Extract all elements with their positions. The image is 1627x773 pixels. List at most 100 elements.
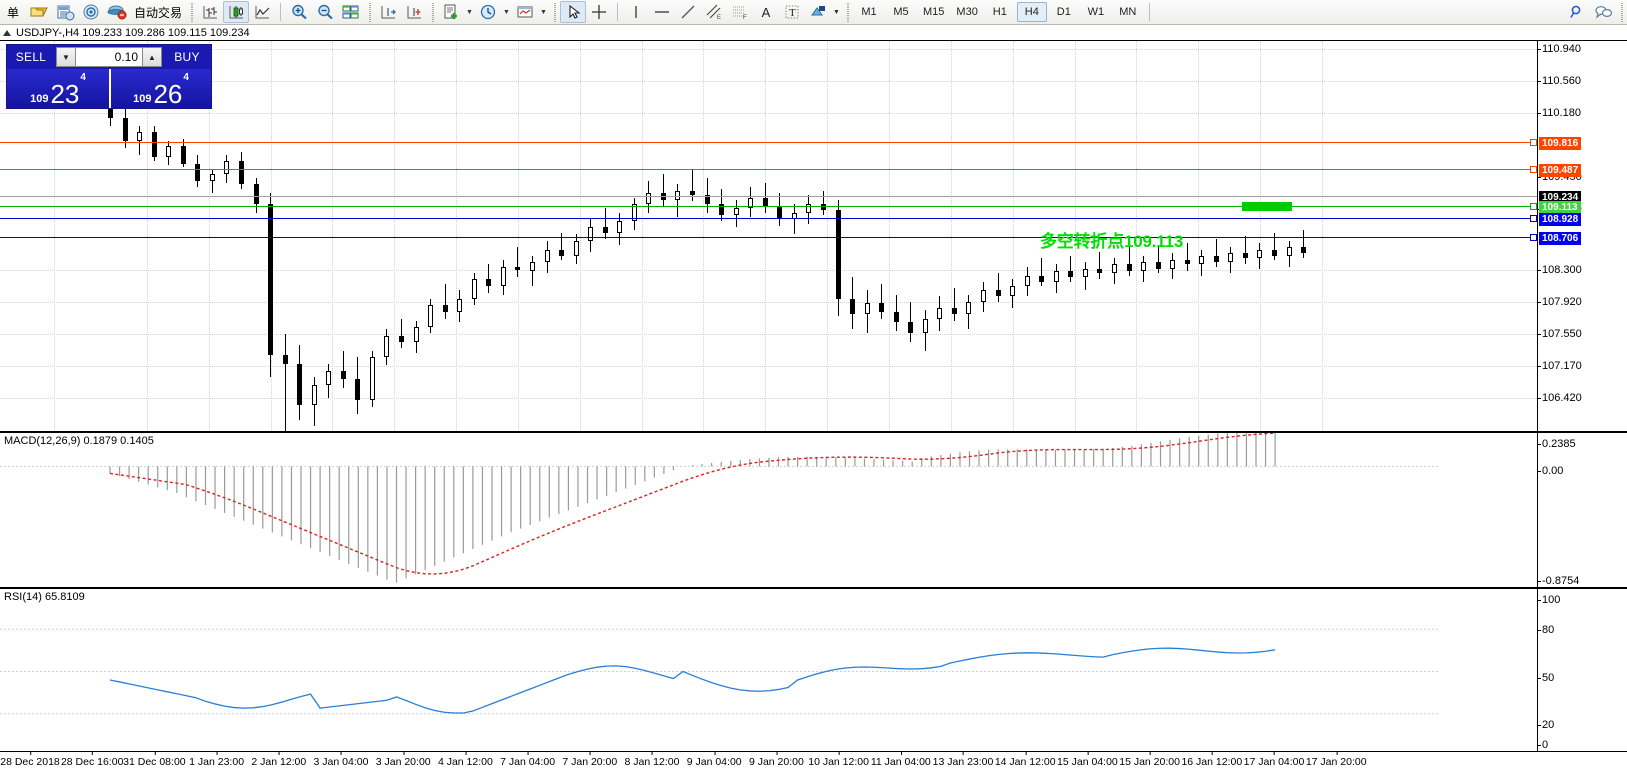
- vertical-line-icon[interactable]: [623, 1, 649, 23]
- expert-advisor-icon[interactable]: [104, 1, 130, 23]
- toolbar-separator: [1148, 3, 1150, 21]
- equidistant-channel-icon[interactable]: E: [701, 1, 727, 23]
- time-axis[interactable]: 28 Dec 2018 28 Dec 16:00 31 Dec 08:00 1 Jan…: [0, 751, 1627, 773]
- timeframe-m5[interactable]: M5: [893, 6, 909, 18]
- volume-stepper[interactable]: ▼ 0.10 ▲: [56, 47, 162, 67]
- chevron-down-icon[interactable]: ▼: [503, 8, 510, 16]
- candle-wick: [677, 184, 679, 217]
- timeframe-h1[interactable]: H1: [992, 6, 1007, 18]
- price-pane[interactable]: 多空转折点109.113 110.940 110.560 110.180 109…: [0, 41, 1627, 563]
- fibonacci-icon[interactable]: F: [727, 1, 753, 23]
- collapse-triangle-icon[interactable]: [3, 30, 11, 36]
- rsi-pane[interactable]: RSI(14) 65.8109 100 80 50 20 0: [0, 587, 1627, 752]
- axis-tick: 107.920: [1538, 296, 1582, 308]
- shapes-icon[interactable]: [805, 1, 831, 23]
- indicators-icon[interactable]: [438, 1, 464, 23]
- buy-button[interactable]: BUY: [174, 50, 200, 64]
- price-badge-support-2[interactable]: 108.706: [1539, 232, 1582, 245]
- text-label-icon[interactable]: T: [779, 1, 805, 23]
- navigator-icon[interactable]: [78, 1, 104, 23]
- line-chart-icon[interactable]: [249, 1, 275, 23]
- candlestick: [238, 41, 244, 431]
- support-line-1[interactable]: [0, 218, 1537, 219]
- one-click-trading-panel[interactable]: SELL ▼ 0.10 ▲ BUY 109 23 4 109 26 4: [6, 44, 212, 109]
- current-price-line: [0, 196, 1537, 197]
- volume-increase-button[interactable]: ▲: [142, 47, 162, 67]
- bar-chart-icon[interactable]: [197, 1, 223, 23]
- tile-windows-icon[interactable]: [338, 1, 364, 23]
- folder-icon[interactable]: [26, 1, 52, 23]
- support-line-2[interactable]: [0, 237, 1537, 238]
- resistance-line-2[interactable]: [0, 169, 1537, 170]
- timeframe-h4[interactable]: H4: [1016, 2, 1047, 22]
- buy-price-prefix: 109: [133, 93, 152, 105]
- candle-wick: [1041, 258, 1043, 287]
- periods-icon[interactable]: [475, 1, 501, 23]
- candlestick: [966, 41, 972, 431]
- candle-body: [806, 204, 812, 213]
- sell-button[interactable]: SELL: [15, 50, 47, 64]
- candle-body: [500, 267, 506, 287]
- chart-shift-icon[interactable]: [401, 1, 427, 23]
- support-line-2-handle[interactable]: [1530, 234, 1537, 241]
- pivot-annotation-marker[interactable]: [1242, 202, 1292, 211]
- support-line-1-handle[interactable]: [1530, 215, 1537, 222]
- axis-tick: 0.2385: [1538, 438, 1576, 450]
- horizontal-line-icon[interactable]: [649, 1, 675, 23]
- sell-price[interactable]: 109 23 4: [7, 69, 109, 108]
- candlestick-chart-icon[interactable]: [223, 1, 250, 23]
- trendline-icon[interactable]: [675, 1, 701, 23]
- candle-body: [1082, 268, 1088, 278]
- pivot-line[interactable]: [0, 206, 1537, 207]
- candlestick: [544, 41, 550, 431]
- cursor-icon[interactable]: [560, 1, 587, 23]
- candle-body: [573, 241, 579, 256]
- pivot-annotation[interactable]: 多空转折点109.113: [1040, 232, 1184, 251]
- candlestick: [151, 41, 157, 431]
- volume-input[interactable]: 0.10: [76, 47, 142, 67]
- candlestick: [326, 41, 332, 431]
- text-icon[interactable]: A: [753, 1, 779, 23]
- buy-price[interactable]: 109 26 4: [109, 69, 211, 108]
- macd-pane[interactable]: MACD(12,26,9) 0.1879 0.1405 0.2385 0.00 …: [0, 431, 1627, 587]
- data-window-icon[interactable]: [52, 1, 78, 23]
- zoom-in-icon[interactable]: [286, 1, 312, 23]
- volume-decrease-button[interactable]: ▼: [56, 47, 76, 67]
- timeframe-mn[interactable]: MN: [1119, 6, 1137, 18]
- search-icon[interactable]: [1564, 1, 1590, 23]
- pivot-line-handle[interactable]: [1530, 203, 1537, 210]
- resistance-line-1[interactable]: [0, 142, 1537, 143]
- new-order-glyph: 单: [6, 5, 19, 20]
- candlestick: [500, 41, 506, 431]
- chevron-down-icon[interactable]: ▼: [466, 8, 473, 16]
- candlestick: [1111, 41, 1117, 431]
- price-badge-pivot[interactable]: 109.113: [1539, 201, 1581, 214]
- price-badge-resistance-2[interactable]: 109.487: [1539, 164, 1582, 177]
- chevron-down-icon[interactable]: ▼: [540, 8, 547, 16]
- timeframe-m30[interactable]: M30: [956, 6, 978, 18]
- zoom-out-icon[interactable]: [312, 1, 338, 23]
- candle-body: [1184, 260, 1190, 265]
- chart-canvas[interactable]: 多空转折点109.113 110.940 110.560 110.180 109…: [0, 40, 1627, 773]
- price-badge-support-1[interactable]: 108.928: [1539, 213, 1582, 226]
- timeframe-w1[interactable]: W1: [1087, 6, 1105, 18]
- chevron-down-icon[interactable]: ▼: [833, 8, 840, 16]
- candlestick: [791, 41, 797, 431]
- crosshair-icon[interactable]: [586, 1, 612, 23]
- chat-icon[interactable]: [1590, 1, 1616, 23]
- templates-icon[interactable]: [512, 1, 538, 23]
- resistance-line-2-handle[interactable]: [1530, 166, 1537, 173]
- price-badge-resistance-1[interactable]: 109.816: [1539, 137, 1582, 150]
- candlestick: [486, 41, 492, 431]
- resistance-line-1-handle[interactable]: [1530, 139, 1537, 146]
- candlestick: [646, 41, 652, 431]
- axis-tick-hidden: 109.450: [1538, 171, 1582, 183]
- auto-scroll-icon[interactable]: [375, 1, 401, 23]
- auto-trade-label[interactable]: 自动交易: [134, 5, 183, 20]
- price-axis[interactable]: 110.940 110.560 110.180 109.450 109.050 …: [1537, 41, 1627, 431]
- timeframe-d1[interactable]: D1: [1056, 6, 1071, 18]
- timeframe-m1[interactable]: M1: [861, 6, 877, 18]
- axis-tick: 108.300: [1538, 264, 1582, 276]
- timeframe-m15[interactable]: M15: [923, 6, 945, 18]
- new-order-icon[interactable]: 单: [0, 1, 26, 23]
